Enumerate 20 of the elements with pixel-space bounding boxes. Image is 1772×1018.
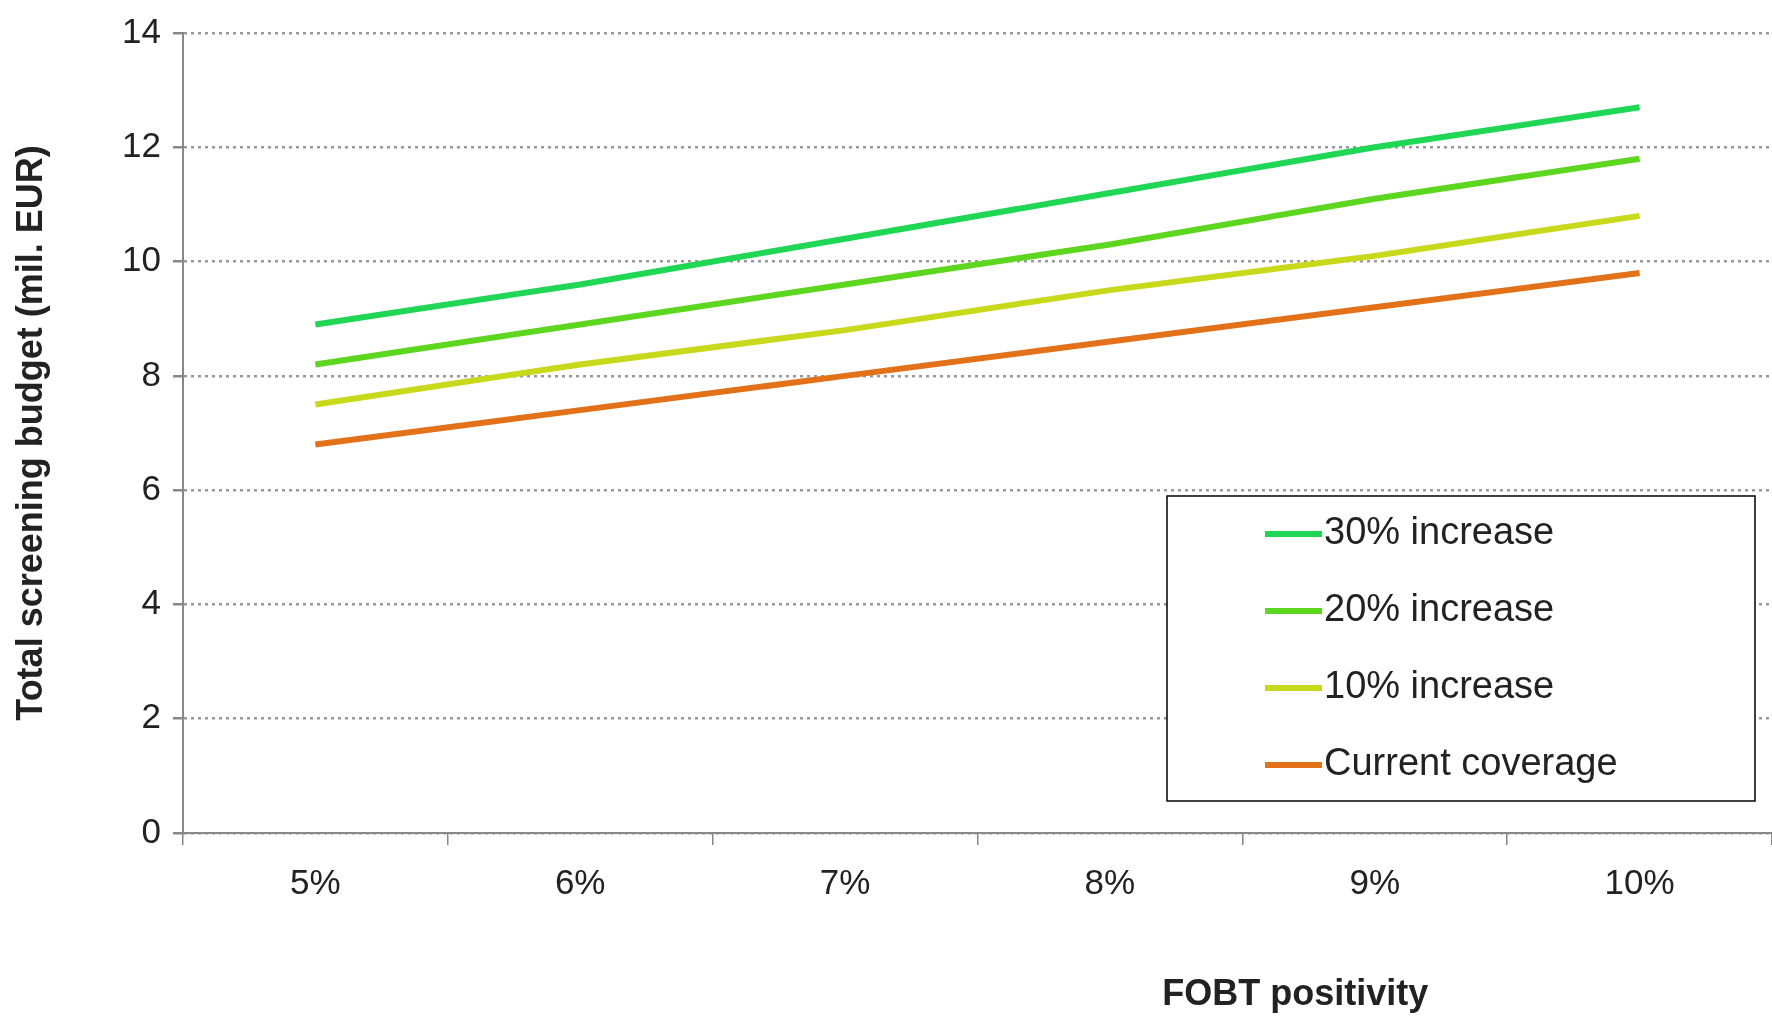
legend-label: 20% increase: [1324, 587, 1555, 630]
y-tick-label: 8: [141, 353, 161, 393]
x-axis-title: FOBT positivity: [1162, 971, 1429, 1013]
x-tick-label: 9%: [1349, 861, 1401, 901]
y-tick-label: 0: [141, 810, 161, 850]
x-tick-label: 10%: [1604, 861, 1675, 901]
x-tick-label: 7%: [819, 861, 871, 901]
y-tick-label: 6: [141, 467, 161, 507]
y-tick-label: 10: [121, 239, 161, 279]
y-tick-label: 2: [141, 696, 161, 736]
y-tick-label: 12: [121, 124, 161, 164]
legend-label: 10% increase: [1324, 664, 1555, 707]
legend-label: 30% increase: [1324, 510, 1555, 553]
x-tick-label: 8%: [1084, 861, 1136, 901]
y-tick-label: 4: [141, 582, 161, 622]
y-axis-title: Total screening budget (mil. EUR): [8, 145, 50, 721]
legend-label: Current coverage: [1324, 741, 1618, 784]
x-tick-label: 5%: [290, 861, 341, 901]
x-tick-label: 6%: [554, 861, 606, 901]
y-tick-label: 14: [121, 10, 161, 50]
